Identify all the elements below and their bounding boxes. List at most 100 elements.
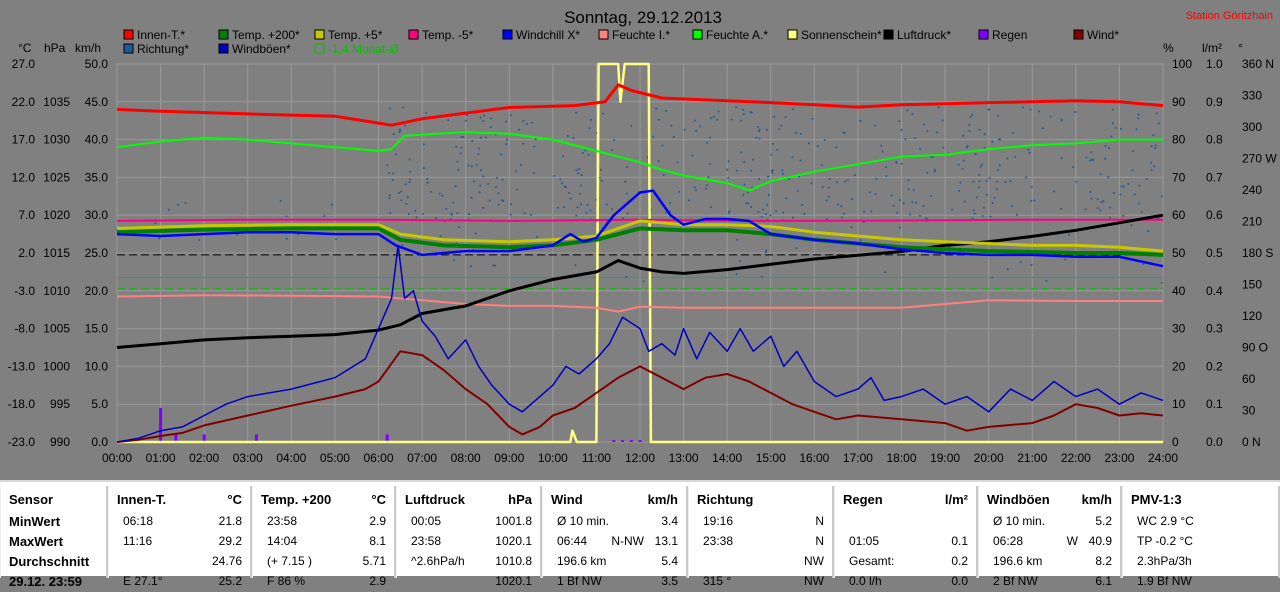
direction-point bbox=[972, 180, 975, 183]
direction-point bbox=[522, 119, 525, 122]
direction-point bbox=[767, 193, 770, 196]
direction-point bbox=[842, 131, 845, 134]
stats-cell-left: 19:16 bbox=[703, 514, 734, 528]
direction-point bbox=[392, 172, 395, 175]
stats-cell-left: MaxWert bbox=[9, 534, 63, 549]
direction-point bbox=[409, 170, 412, 173]
direction-point bbox=[330, 203, 333, 206]
direction-point bbox=[884, 271, 887, 274]
stats-cell-value: 25.2 bbox=[218, 574, 242, 588]
direction-point bbox=[1006, 157, 1009, 160]
legend-swatch bbox=[218, 43, 229, 54]
tick-humidity: 50 bbox=[1172, 246, 1186, 260]
stats-cell-value: 24.76 bbox=[211, 554, 242, 568]
series-lines bbox=[116, 62, 1164, 444]
direction-point bbox=[1100, 201, 1103, 204]
direction-point bbox=[1085, 156, 1088, 159]
direction-point bbox=[775, 210, 778, 213]
direction-point bbox=[389, 107, 392, 110]
direction-point bbox=[492, 264, 495, 267]
direction-point bbox=[575, 111, 578, 114]
direction-point bbox=[788, 178, 791, 181]
direction-point bbox=[579, 203, 582, 206]
legend: Innen-T.* Temp. +200* Temp. +5* Temp. -5* Wi… bbox=[123, 28, 1119, 56]
direction-point bbox=[890, 194, 893, 197]
direction-point bbox=[534, 138, 537, 141]
unit-labels: °C hPa km/h % l/m² ° bbox=[18, 41, 1243, 55]
direction-point bbox=[1140, 210, 1143, 213]
direction-point bbox=[885, 166, 888, 169]
tick-direction: 300 bbox=[1242, 120, 1262, 134]
direction-point bbox=[1109, 216, 1112, 219]
stats-cell-value: 0.2 bbox=[951, 554, 968, 568]
direction-point bbox=[652, 135, 655, 138]
direction-point bbox=[483, 114, 486, 117]
tick-humidity: 20 bbox=[1172, 359, 1186, 373]
direction-point bbox=[968, 124, 971, 127]
chart-title: Sonntag, 29.12.2013 bbox=[564, 8, 722, 27]
tick-temp: -18.0 bbox=[8, 397, 36, 411]
tick-time: 18:00 bbox=[886, 451, 916, 465]
direction-point bbox=[875, 177, 878, 180]
direction-point bbox=[167, 208, 170, 211]
direction-point bbox=[386, 164, 389, 167]
direction-point bbox=[1038, 110, 1041, 113]
direction-point bbox=[764, 251, 767, 254]
legend-swatch bbox=[598, 29, 609, 40]
direction-point bbox=[456, 211, 459, 214]
stats-row: 11:16 29.2 bbox=[117, 534, 242, 552]
legend-swatch bbox=[123, 43, 134, 54]
tick-rain: 0.1 bbox=[1206, 397, 1223, 411]
direction-point bbox=[981, 163, 984, 166]
direction-point bbox=[978, 186, 981, 189]
direction-point bbox=[761, 208, 764, 211]
direction-point bbox=[1030, 199, 1033, 202]
direction-point bbox=[966, 144, 969, 147]
unit-wind: km/h bbox=[75, 41, 101, 55]
tick-humidity: 90 bbox=[1172, 95, 1186, 109]
direction-point bbox=[625, 192, 628, 195]
direction-point bbox=[467, 164, 470, 167]
direction-point bbox=[392, 133, 395, 136]
direction-point bbox=[716, 118, 719, 121]
direction-point bbox=[772, 142, 775, 145]
stats-row: 29.12. 23:59 bbox=[9, 574, 98, 592]
direction-point bbox=[506, 138, 509, 141]
unit-pressure: hPa bbox=[44, 41, 66, 55]
direction-point bbox=[473, 180, 476, 183]
direction-point bbox=[986, 193, 989, 196]
stats-cell-mid: N-NW bbox=[611, 534, 644, 548]
stats-row: 06:18 21.8 bbox=[117, 514, 242, 532]
direction-point bbox=[687, 199, 690, 202]
direction-point bbox=[859, 239, 862, 242]
stats-cell-value: 8.2 bbox=[1095, 554, 1112, 568]
direction-point bbox=[584, 149, 587, 152]
tick-direction: 210 bbox=[1242, 215, 1262, 229]
direction-point bbox=[782, 211, 785, 214]
direction-point bbox=[707, 176, 710, 179]
stats-row: E 27.1° 25.2 bbox=[117, 574, 242, 592]
stats-cell-left: (+ 7.15 ) bbox=[267, 554, 313, 568]
direction-point bbox=[755, 136, 758, 139]
direction-point bbox=[402, 106, 405, 109]
direction-point bbox=[439, 235, 442, 238]
direction-point bbox=[1150, 145, 1153, 148]
direction-point bbox=[509, 114, 512, 117]
direction-point bbox=[669, 201, 672, 204]
direction-point bbox=[1107, 146, 1110, 149]
direction-point bbox=[937, 106, 940, 109]
direction-point bbox=[691, 154, 694, 157]
tick-pressure: 990 bbox=[50, 435, 70, 449]
stats-card-title: Richtung bbox=[697, 492, 754, 507]
direction-point bbox=[993, 196, 996, 199]
tick-time: 02:00 bbox=[189, 451, 219, 465]
direction-point bbox=[642, 280, 645, 283]
stats-row: 196.6 km 5.4 bbox=[551, 554, 678, 572]
stats-card-unit: °C bbox=[371, 492, 386, 507]
direction-point bbox=[421, 212, 424, 215]
stats-cell-value: 3.4 bbox=[661, 514, 678, 528]
direction-point bbox=[588, 127, 591, 130]
direction-point bbox=[580, 174, 583, 177]
tick-time: 12:00 bbox=[625, 451, 655, 465]
direction-point bbox=[468, 213, 471, 216]
